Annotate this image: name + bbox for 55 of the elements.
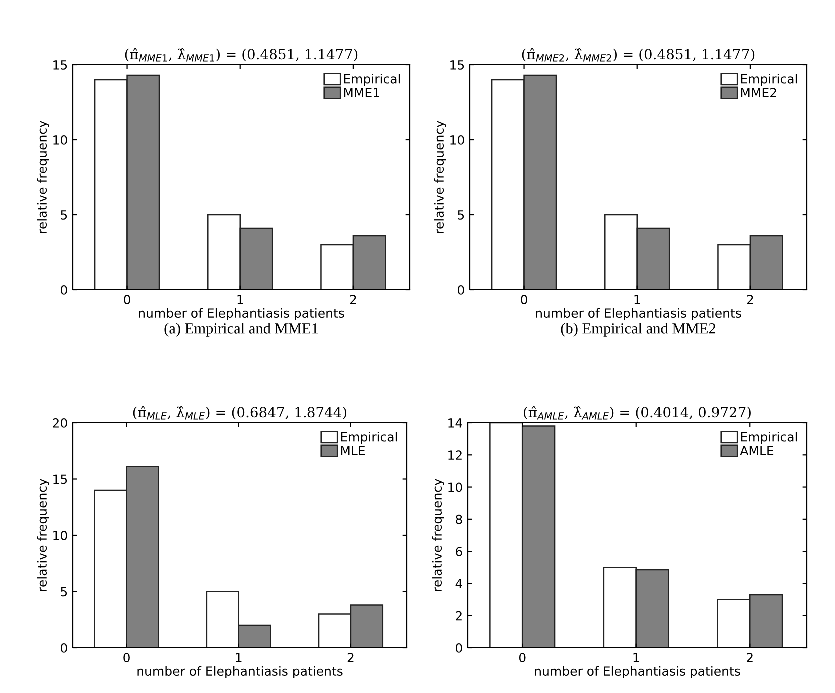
- y-tick-label: 14: [448, 418, 462, 428]
- y-tick-label: 5: [61, 210, 68, 220]
- x-tick-label: 1: [238, 295, 244, 304]
- y-tick-label: 6: [456, 547, 462, 556]
- x-axis-title: number of Elephantiasis patients: [139, 308, 344, 320]
- legend-label: Empirical: [341, 432, 398, 444]
- x-tick-label: 0: [521, 295, 528, 305]
- legend-label: AMLE: [740, 446, 774, 456]
- y-tick-label: 10: [448, 482, 462, 492]
- y-tick-label: 12: [448, 450, 462, 460]
- chart-title: (π̂$_{MME1}$, λ̂$_{MME1}$) = (0.4851, 1.1477): [125, 48, 358, 62]
- x-axis-title: number of Elephantiasis patients: [536, 308, 742, 320]
- y-tick-label: 10: [54, 135, 68, 145]
- x-tick-label: 0: [124, 653, 130, 663]
- y-tick-label: 0: [456, 643, 462, 653]
- x-tick-label: 1: [634, 653, 640, 662]
- chart-title: (π̂$_{MLE}$, λ̂$_{MLE}$) = (0.6847, 1.8744): [133, 406, 347, 420]
- x-tick-label: 2: [350, 295, 356, 304]
- y-tick-label: 10: [54, 530, 68, 540]
- y-tick-label: 15: [450, 60, 464, 70]
- legend-label: MLE: [341, 446, 365, 456]
- y-tick-label: 20: [53, 418, 68, 428]
- y-axis-title: relative frequency: [434, 120, 446, 234]
- text: (a) Empirical and MME1: [164, 323, 318, 337]
- x-tick-label: 2: [348, 653, 354, 662]
- text: (b) Empirical and MME2: [561, 323, 716, 337]
- legend-label: Empirical: [741, 432, 798, 444]
- y-tick-label: 0: [458, 285, 464, 295]
- y-tick-label: 4: [456, 579, 462, 588]
- x-tick-label: 1: [236, 653, 242, 662]
- legend-label: MME1: [344, 88, 380, 98]
- y-tick-label: 2: [456, 611, 462, 621]
- y-tick-label: 5: [61, 587, 68, 597]
- y-axis-title: relative frequency: [37, 120, 50, 234]
- chart-title: (π̂$_{MME2}$, λ̂$_{MME2}$) = (0.4851, 1.1477): [522, 48, 755, 62]
- y-tick-label: 15: [54, 60, 68, 70]
- legend-label: MME2: [741, 88, 776, 98]
- y-tick-label: 0: [61, 643, 68, 653]
- y-tick-label: 10: [450, 135, 464, 145]
- y-tick-label: 0: [61, 285, 68, 295]
- legend-label: Empirical: [741, 74, 798, 86]
- y-tick-label: 8: [456, 514, 462, 524]
- x-tick-label: 0: [519, 653, 526, 663]
- legend-label: Empirical: [344, 74, 400, 86]
- x-tick-label: 2: [747, 295, 754, 304]
- x-tick-label: 2: [747, 653, 753, 662]
- y-axis-title: relative frequency: [432, 478, 444, 592]
- x-axis-title: number of Elephantiasis patients: [138, 666, 343, 678]
- x-tick-label: 0: [124, 295, 130, 305]
- x-axis-title: number of Elephantiasis patients: [535, 666, 740, 678]
- x-tick-label: 1: [634, 295, 640, 304]
- chart-title: (π̂$_{AMLE}$, λ̂$_{AMLE}$) = (0.4014, 0.9727): [524, 406, 751, 420]
- y-tick-label: 5: [458, 210, 464, 220]
- y-tick-label: 15: [54, 474, 68, 484]
- y-axis-title: relative frequency: [37, 478, 50, 592]
